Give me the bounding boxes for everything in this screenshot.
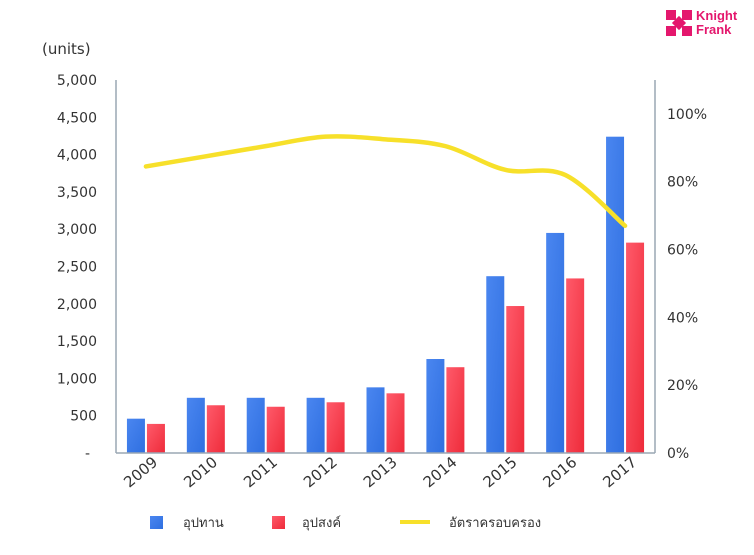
brand-name: Knight Frank	[696, 9, 737, 37]
y-left-tick-label: -	[85, 446, 90, 462]
bar-supply	[366, 387, 385, 453]
y-right-tick-label: 40%	[667, 310, 698, 326]
x-tick-label: 2017	[599, 453, 640, 491]
x-tick-label: 2015	[480, 453, 521, 491]
bar-supply	[246, 397, 265, 453]
x-tick-label: 2011	[240, 453, 281, 491]
bar-demand	[266, 406, 285, 453]
knight-frank-logo: Knight Frank	[666, 9, 752, 41]
y-left-tick-label: 4,500	[57, 110, 97, 126]
x-tick-label: 2009	[120, 453, 161, 491]
legend-label-occupancy: อัตราครอบครอง	[449, 516, 541, 531]
y-left-tick-label: 5,000	[57, 73, 97, 89]
bar-supply	[426, 359, 445, 453]
x-tick-label: 2014	[420, 453, 461, 491]
brand-line-2: Frank	[696, 22, 732, 37]
bar-supply	[546, 232, 565, 453]
bar-demand	[566, 278, 585, 453]
unit-label: (units)	[42, 40, 91, 58]
bar-demand	[506, 306, 525, 453]
bar-supply	[606, 136, 625, 454]
y-left-tick-label: 1,000	[57, 371, 97, 387]
bar-demand	[146, 423, 165, 453]
x-tick-label: 2013	[360, 453, 401, 491]
bar-supply	[306, 397, 325, 453]
y-left-tick-label: 2,000	[57, 297, 97, 313]
x-tick-label: 2010	[180, 453, 221, 491]
y-right-tick-label: 100%	[667, 107, 707, 123]
bar-supply	[486, 276, 505, 453]
y-right-tick-label: 80%	[667, 175, 698, 191]
y-right-tick-label: 60%	[667, 243, 698, 259]
y-left-tick-label: 1,500	[57, 334, 97, 350]
bar-demand	[626, 242, 645, 453]
legend-label-supply: อุปทาน	[183, 516, 224, 531]
y-left-tick-label: 3,500	[57, 185, 97, 201]
brand-line-1: Knight	[696, 8, 738, 23]
y-right-tick-label: 0%	[667, 446, 689, 462]
knight-frank-logo-icon	[666, 10, 692, 36]
occupancy-line	[143, 134, 628, 229]
x-tick-label: 2012	[300, 453, 341, 491]
y-left-tick-label: 4,000	[57, 148, 97, 164]
bar-demand	[206, 405, 225, 453]
legend-swatch-demand	[272, 516, 285, 529]
bar-demand	[326, 402, 345, 453]
legend-label-demand: อุปสงค์	[302, 515, 341, 531]
bar-demand	[386, 393, 405, 453]
y-left-tick-label: 3,000	[57, 222, 97, 238]
y-right-tick-label: 20%	[667, 378, 698, 394]
y-left-tick-label: 500	[70, 409, 97, 425]
legend-swatch-supply	[150, 516, 163, 529]
bar-demand	[446, 367, 465, 453]
bar-supply	[186, 397, 205, 453]
bar-supply	[126, 418, 145, 453]
x-tick-label: 2016	[540, 453, 581, 491]
y-left-tick-label: 2,500	[57, 260, 97, 276]
